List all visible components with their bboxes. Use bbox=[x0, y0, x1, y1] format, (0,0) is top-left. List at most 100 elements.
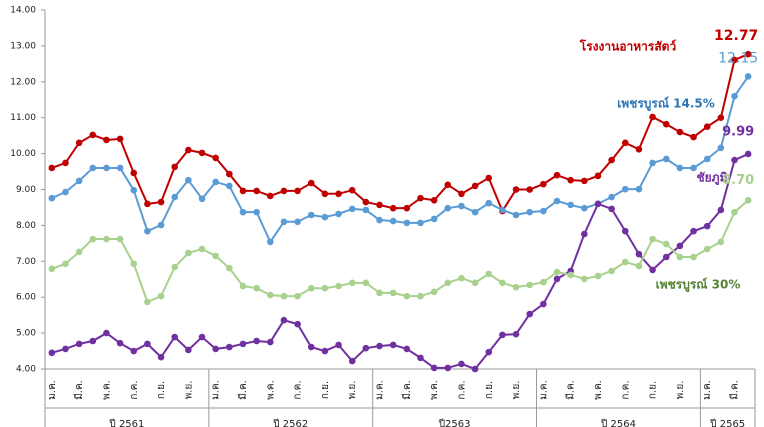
data-point bbox=[335, 210, 342, 218]
data-point bbox=[362, 206, 370, 214]
data-point bbox=[280, 292, 288, 300]
data-point bbox=[130, 347, 138, 355]
data-point bbox=[635, 145, 643, 153]
data-point bbox=[608, 193, 615, 201]
end-label: 12.77 bbox=[714, 28, 758, 44]
data-point bbox=[253, 208, 260, 216]
x-tick-label: ม.ค. bbox=[702, 380, 713, 400]
data-point bbox=[389, 204, 397, 212]
data-point bbox=[376, 216, 383, 224]
data-point bbox=[198, 195, 206, 203]
data-point bbox=[499, 206, 506, 214]
x-tick-label: พ.ย. bbox=[183, 381, 194, 400]
data-point bbox=[403, 345, 411, 353]
series-label: เพชรบูรณ์ 14.5% bbox=[617, 97, 715, 112]
data-point bbox=[103, 164, 110, 172]
data-point bbox=[717, 114, 725, 121]
data-point bbox=[89, 164, 97, 172]
x-tick-label: ม.ค. bbox=[47, 380, 58, 400]
data-point bbox=[185, 346, 192, 354]
x-tick-label: ก.ย. bbox=[156, 381, 167, 399]
data-point bbox=[649, 266, 656, 274]
x-tick-label: ก.ค. bbox=[620, 380, 631, 399]
data-point bbox=[635, 185, 643, 193]
data-point bbox=[635, 250, 643, 258]
data-point bbox=[130, 186, 138, 194]
data-point bbox=[157, 198, 165, 206]
data-point bbox=[676, 242, 684, 250]
data-point bbox=[103, 136, 110, 144]
x-tick-label: ก.ค. bbox=[456, 380, 467, 399]
data-point bbox=[226, 170, 233, 178]
y-tick-label: 11.00 bbox=[10, 113, 36, 123]
data-point bbox=[621, 139, 629, 147]
data-point bbox=[294, 187, 301, 195]
data-point bbox=[48, 194, 56, 202]
x-tick-label: มี.ค. bbox=[237, 380, 249, 400]
data-point bbox=[62, 260, 69, 268]
data-point bbox=[690, 133, 697, 141]
data-point bbox=[253, 337, 260, 345]
data-point bbox=[157, 353, 165, 361]
y-tick-label: 4.00 bbox=[16, 365, 36, 375]
data-point bbox=[649, 159, 656, 167]
data-point bbox=[485, 174, 493, 182]
data-point bbox=[417, 194, 424, 202]
data-point bbox=[62, 159, 69, 167]
data-point bbox=[348, 186, 356, 194]
x-tick-label: พ.ค. bbox=[429, 380, 440, 400]
x-tick-label: ก.ย. bbox=[320, 381, 331, 399]
data-point bbox=[608, 205, 615, 213]
data-point bbox=[266, 338, 274, 346]
data-point bbox=[103, 329, 110, 337]
data-point bbox=[75, 248, 83, 256]
data-point bbox=[662, 120, 670, 128]
series-label: ชัยภูมิ bbox=[697, 171, 728, 186]
data-point bbox=[744, 73, 752, 80]
data-point bbox=[389, 341, 397, 349]
data-point bbox=[744, 50, 752, 58]
data-point bbox=[526, 310, 534, 318]
data-point bbox=[731, 92, 738, 100]
data-point bbox=[144, 340, 151, 348]
data-point bbox=[621, 185, 629, 193]
data-point bbox=[89, 235, 97, 243]
data-point bbox=[703, 123, 711, 130]
data-point bbox=[471, 208, 479, 216]
data-point bbox=[307, 284, 315, 292]
data-point bbox=[171, 263, 179, 271]
data-point bbox=[731, 208, 738, 216]
data-point bbox=[512, 211, 520, 219]
data-point bbox=[417, 354, 424, 362]
data-point bbox=[348, 205, 356, 213]
data-point bbox=[157, 292, 165, 300]
data-point bbox=[430, 215, 438, 223]
data-point bbox=[48, 349, 56, 357]
data-point bbox=[731, 156, 738, 164]
x-tick-label: พ.ย. bbox=[675, 381, 686, 400]
x-tick-label: ม.ค. bbox=[211, 380, 222, 400]
data-point bbox=[717, 238, 725, 246]
data-point bbox=[116, 164, 124, 172]
data-point bbox=[130, 260, 138, 268]
series-line bbox=[51, 75, 749, 244]
year-label: ปี 2564 bbox=[600, 418, 636, 427]
data-point bbox=[362, 198, 370, 206]
data-point bbox=[376, 201, 383, 209]
data-point bbox=[212, 345, 219, 353]
data-point bbox=[294, 292, 301, 300]
data-point bbox=[144, 298, 151, 306]
y-tick-label: 13.00 bbox=[10, 41, 36, 51]
data-point bbox=[417, 219, 424, 227]
x-tick-label: มี.ค. bbox=[401, 380, 413, 400]
data-point bbox=[362, 344, 370, 352]
y-tick-label: 8.00 bbox=[16, 221, 36, 231]
data-point bbox=[608, 267, 615, 275]
data-point bbox=[471, 279, 479, 287]
data-point bbox=[321, 347, 329, 355]
data-point bbox=[458, 274, 465, 282]
data-point bbox=[253, 187, 260, 195]
data-point bbox=[266, 238, 274, 246]
y-tick-label: 12.00 bbox=[10, 77, 36, 87]
data-point bbox=[212, 252, 219, 260]
